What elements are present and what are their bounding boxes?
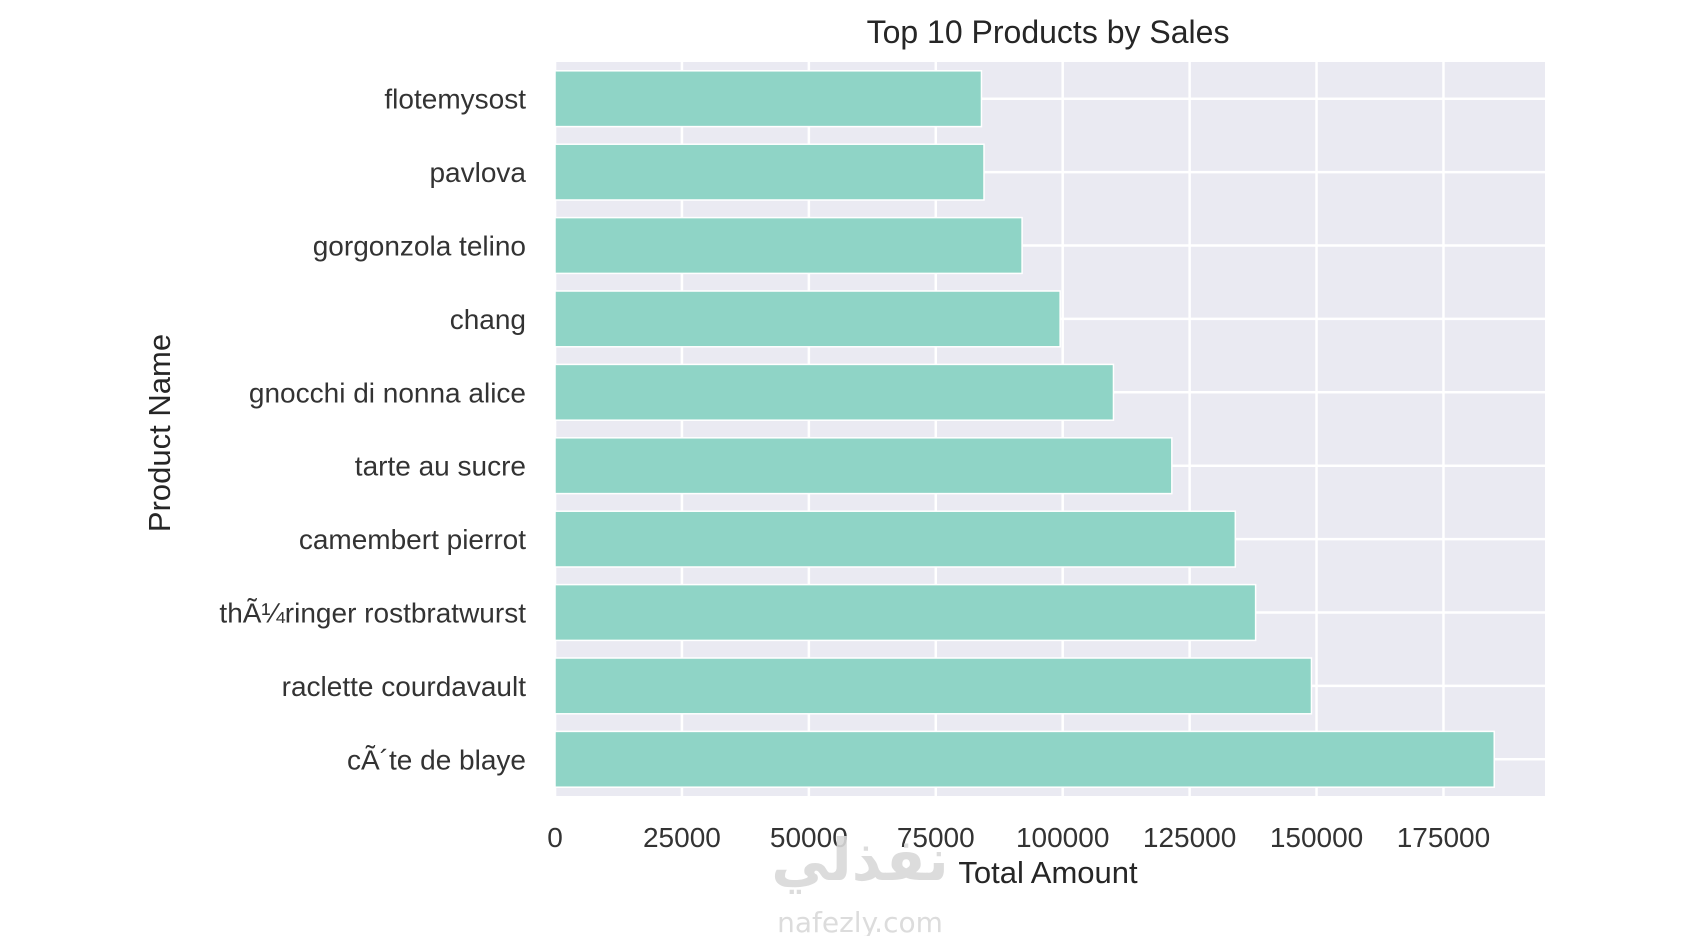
watermark-url: nafezly.com — [777, 906, 943, 936]
x-tick-label: 150000 — [1270, 822, 1363, 853]
y-tick-label: tarte au sucre — [355, 451, 526, 482]
x-tick-labels: 0 25000 50000 75000 100000 125000 150000 175000 — [547, 822, 1490, 853]
bars — [554, 70, 1495, 788]
bar-10 — [554, 730, 1495, 788]
bar-5 — [554, 363, 1115, 421]
y-tick-label: raclette courdavault — [282, 671, 527, 702]
y-tick-label: flotemysost — [384, 84, 526, 115]
bar-8 — [554, 583, 1257, 642]
watermark: نفذلي nafezly.com — [771, 826, 948, 936]
y-tick-label: gnocchi di nonna alice — [249, 377, 526, 408]
y-tick-label: pavlova — [429, 157, 526, 188]
y-tick-label: camembert pierrot — [299, 524, 526, 555]
x-tick-label: 75000 — [897, 822, 975, 853]
x-tick-label: 50000 — [770, 822, 848, 853]
x-tick-label: 25000 — [643, 822, 721, 853]
bar-7 — [554, 510, 1237, 568]
y-tick-label: chang — [450, 304, 526, 335]
y-tick-label: thÃ¼ringer rostbratwurst — [219, 598, 526, 629]
bar-2 — [554, 143, 985, 201]
y-tick-label: cÃ´te de blaye — [347, 744, 526, 775]
bar-1 — [554, 70, 983, 128]
y-axis-label: Product Name — [142, 334, 177, 532]
x-axis-label: Total Amount — [958, 855, 1138, 890]
bar-3 — [554, 216, 1023, 275]
bar-9 — [554, 657, 1313, 715]
y-tick-labels: flotemysost pavlova gorgonzola telino chang… — [219, 84, 526, 776]
bar-6 — [554, 437, 1173, 495]
bar-4 — [554, 290, 1061, 348]
x-tick-label: 175000 — [1397, 822, 1490, 853]
x-tick-label: 0 — [547, 822, 563, 853]
x-tick-label: 100000 — [1016, 822, 1109, 853]
x-tick-label: 125000 — [1143, 822, 1236, 853]
chart-title: Top 10 Products by Sales — [867, 14, 1230, 50]
y-tick-label: gorgonzola telino — [313, 231, 526, 262]
watermark-logo: نفذلي — [771, 826, 948, 894]
